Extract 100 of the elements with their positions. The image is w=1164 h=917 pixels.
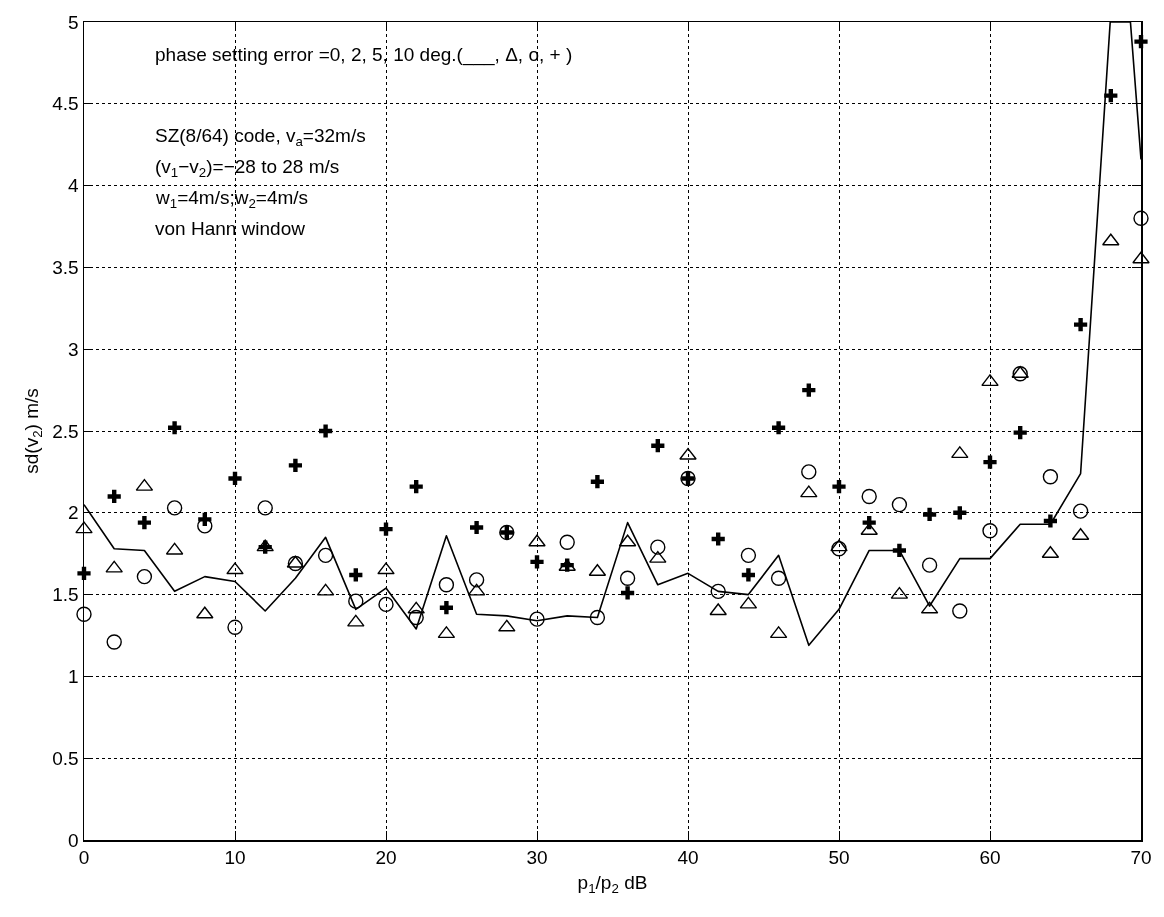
y-tick-label: 0 [68, 829, 79, 851]
point [982, 523, 998, 539]
x-tick-label: 70 [1130, 847, 1152, 869]
x-tick-label: 20 [375, 847, 397, 869]
y-tick-label: 3.5 [52, 257, 79, 279]
point [649, 550, 667, 563]
point [228, 471, 242, 486]
point [772, 421, 786, 435]
point [1012, 366, 1028, 382]
y-tick-label: 4.5 [52, 93, 79, 115]
y-tick-label: 1 [68, 666, 79, 688]
point [741, 568, 755, 582]
point [831, 541, 847, 557]
point [621, 586, 635, 600]
point [711, 532, 725, 546]
point [802, 383, 816, 397]
point [1102, 233, 1120, 246]
point [952, 603, 968, 619]
point [650, 539, 666, 555]
point [166, 500, 183, 516]
point [1074, 318, 1088, 332]
point [559, 534, 575, 550]
point [196, 606, 214, 619]
point [198, 512, 212, 526]
point [891, 496, 908, 513]
point [409, 480, 423, 494]
point [349, 568, 363, 582]
point [590, 475, 604, 489]
point [589, 609, 606, 626]
point [1132, 251, 1150, 264]
point [800, 485, 818, 498]
annotation: w$_{1}$=4m/s;w$_{2}$=4m/s [155, 187, 309, 211]
y-tick-label: 4 [68, 175, 80, 197]
x-axis-title: p$_{1}$/p$_{2}$ dB [577, 871, 648, 896]
point [407, 601, 425, 614]
point [710, 583, 726, 600]
point [226, 562, 244, 575]
point [651, 439, 665, 453]
point [770, 570, 787, 586]
x-tick-label: 40 [677, 847, 699, 869]
y-tick-label: 2 [68, 502, 79, 524]
y-tick-label: 3 [68, 338, 79, 360]
point [1104, 89, 1118, 103]
y-tick-label: 1.5 [52, 584, 79, 606]
point [75, 521, 93, 534]
point [288, 458, 302, 472]
point [257, 500, 273, 516]
point [1072, 503, 1089, 519]
point [348, 593, 364, 609]
annotation: SZ(8/64) code, v$_{a}$=32m/s [155, 125, 366, 149]
y-tick-label: 2.5 [52, 420, 79, 442]
point [619, 570, 636, 586]
point [830, 539, 848, 552]
point [981, 374, 999, 387]
x-tick-label: 30 [526, 847, 548, 869]
y-tick-label: 0.5 [52, 747, 79, 769]
point [287, 555, 304, 572]
point [379, 522, 393, 536]
point [923, 507, 937, 522]
point [137, 516, 151, 530]
point [498, 619, 516, 632]
point [740, 547, 757, 564]
point [529, 611, 545, 627]
point [862, 516, 876, 530]
point [77, 566, 91, 580]
point [408, 609, 424, 626]
point [107, 489, 121, 504]
point [347, 614, 365, 627]
point [468, 572, 485, 588]
point [983, 455, 997, 469]
annotation: von Hann window [155, 218, 306, 239]
point [1013, 426, 1027, 440]
annotation: (v$_{1}$−v$_{2}$)=−28 to 28 m/s [155, 156, 340, 180]
point [377, 562, 395, 575]
point [861, 488, 877, 505]
point [1042, 469, 1059, 485]
x-tick-label: 50 [828, 847, 850, 869]
x-tick-label: 60 [979, 847, 1001, 869]
point [438, 577, 455, 593]
point [921, 557, 938, 573]
point [76, 606, 92, 622]
point [1133, 210, 1149, 227]
point [439, 601, 453, 615]
point [528, 534, 546, 547]
x-tick-label: 10 [224, 847, 246, 869]
point [892, 543, 906, 558]
point [832, 480, 846, 494]
point [1043, 514, 1057, 528]
point [470, 520, 484, 535]
point [319, 424, 333, 438]
point [530, 555, 544, 569]
point [378, 596, 394, 613]
point [709, 603, 727, 616]
point [801, 464, 817, 480]
point [679, 447, 697, 460]
point [951, 446, 969, 459]
point [106, 634, 122, 650]
point [953, 506, 967, 520]
point [136, 568, 153, 585]
point [105, 560, 123, 573]
